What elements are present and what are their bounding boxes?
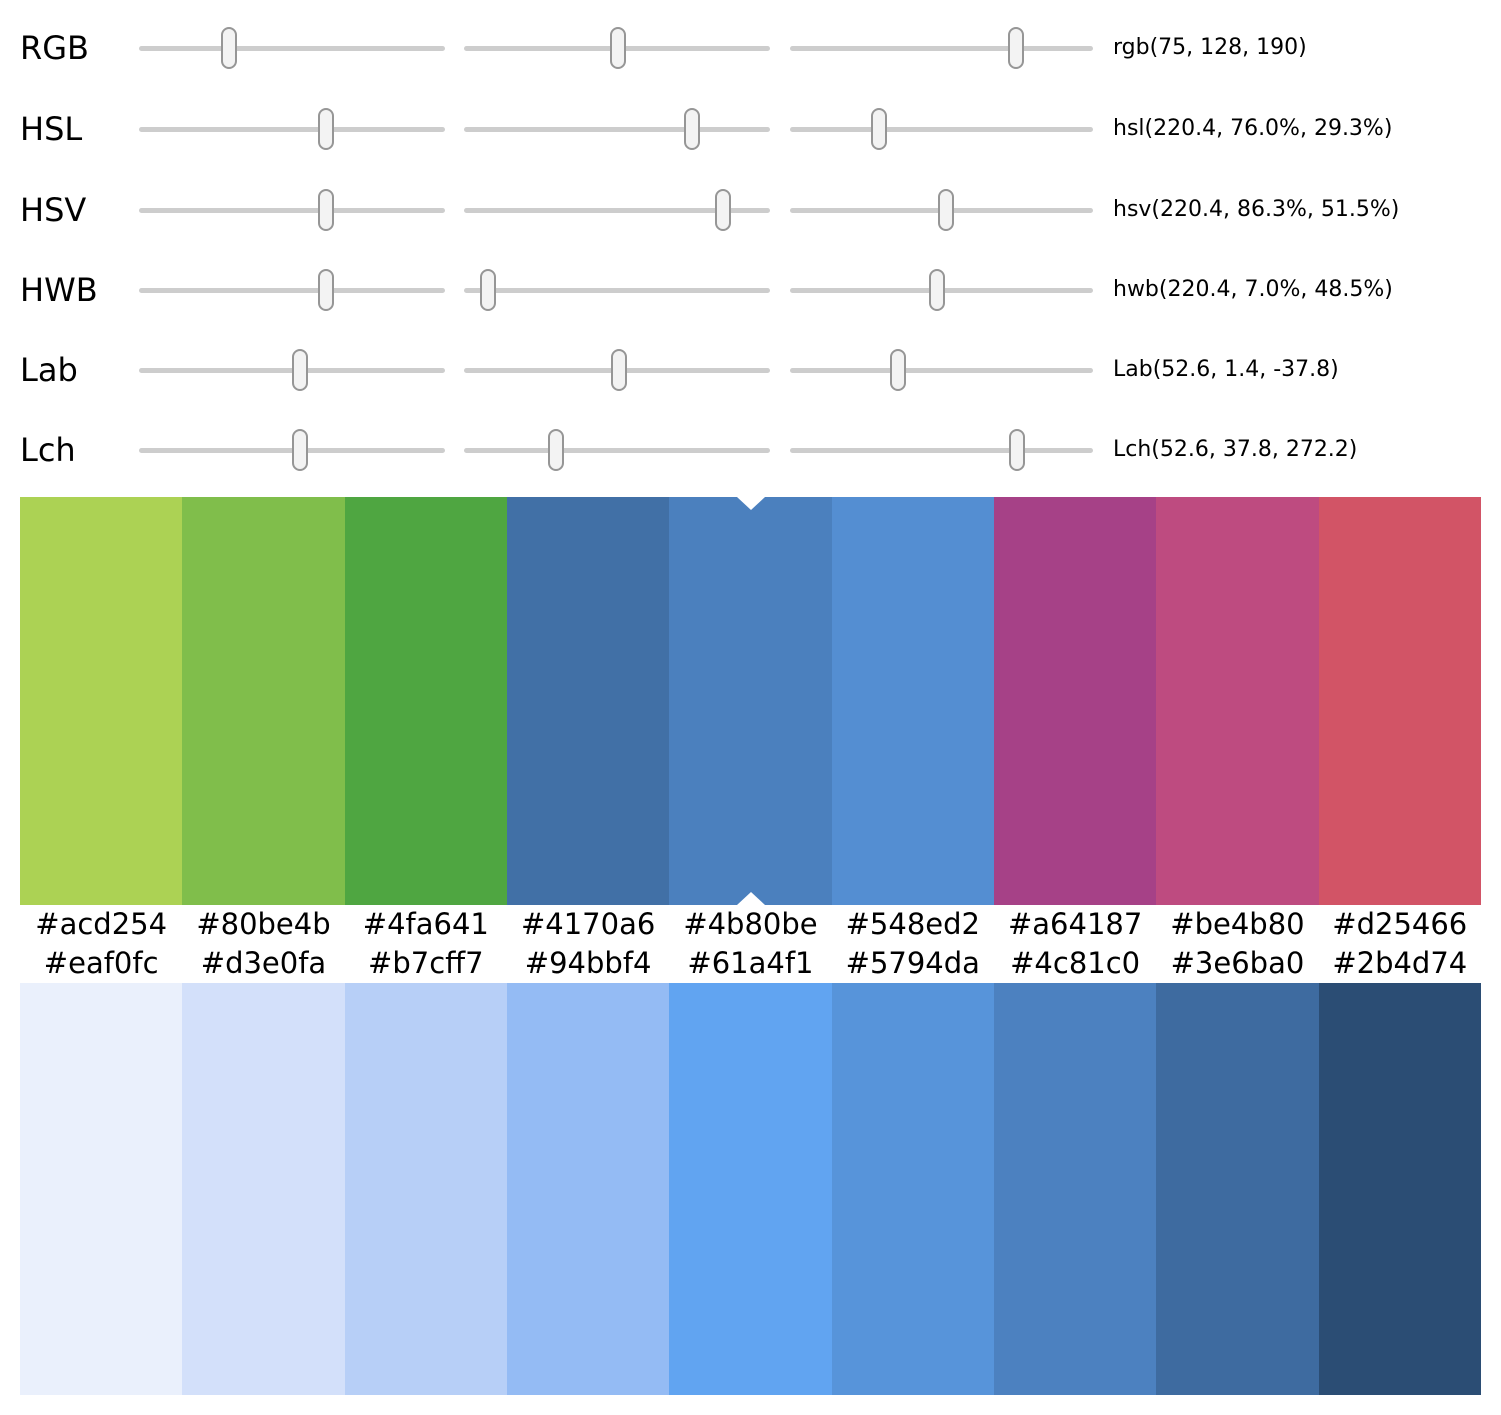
hex-label: #4b80be [683,907,818,941]
hsv-row-label: HSV [20,191,87,229]
palette-swatch[interactable] [1318,983,1481,1395]
hex-label: #3e6ba0 [1170,946,1305,980]
hex-label: #acd254 [35,907,168,941]
hue-palette [20,497,1481,905]
hex-label: #94bbf4 [524,946,652,980]
lch-h-slider-thumb[interactable] [1008,429,1025,471]
lab-l-slider-track[interactable] [139,349,445,391]
hex-label: #be4b80 [1170,907,1305,941]
lch-l-slider-track[interactable] [139,429,445,471]
palette-swatch[interactable] [831,983,994,1395]
hsl-h-slider-track[interactable] [139,108,445,150]
hsl-l-slider-thumb[interactable] [870,108,887,150]
rgb-value-readout: rgb(75, 128, 190) [1113,34,1307,60]
palette-swatch[interactable] [20,497,183,905]
hwb-h-slider-track[interactable] [139,269,445,311]
hex-label: #4fa641 [362,907,489,941]
hsv-s-slider-thumb[interactable] [714,189,731,231]
slider-row-lab: Lab Lab(52.6, 1.4, -37.8) [0,330,1501,410]
palette-swatch[interactable] [1318,497,1481,905]
palette-swatch[interactable] [506,983,670,1395]
palette-swatch[interactable] [1156,497,1319,905]
hwb-b-slider-track[interactable] [790,269,1093,311]
lch-h-slider-track[interactable] [790,429,1093,471]
hsl-value-readout: hsl(220.4, 76.0%, 29.3%) [1113,115,1393,141]
hex-label: #b7cff7 [368,946,484,980]
palette-swatch[interactable] [182,497,345,905]
hex-label: #a64187 [1007,907,1143,941]
hex-label: #61a4f1 [687,946,814,980]
palette-swatch[interactable] [993,983,1157,1395]
rgb-row-label: RGB [20,29,89,67]
palette-swatch[interactable] [669,983,832,1395]
hsv-value-readout: hsv(220.4, 86.3%, 51.5%) [1113,196,1400,222]
rgb-r-slider-track[interactable] [139,27,445,69]
palette-swatch[interactable] [344,983,507,1395]
palette-swatch[interactable] [1156,983,1319,1395]
hsl-s-slider-thumb[interactable] [683,108,700,150]
palette-swatch[interactable] [344,497,507,905]
rgb-r-slider-thumb[interactable] [220,27,237,69]
rgb-b-slider-thumb[interactable] [1007,27,1024,69]
bottom-margin [0,1395,1501,1415]
hwb-value-readout: hwb(220.4, 7.0%, 48.5%) [1113,276,1393,302]
lab-b-slider-thumb[interactable] [890,349,907,391]
selected-swatch-notch-top [736,497,765,510]
selected-swatch-notch-bottom [736,892,765,905]
lab-b-slider-track[interactable] [790,349,1093,391]
tint-shade-palette [20,983,1481,1395]
hsv-h-slider-thumb[interactable] [318,189,335,231]
lch-value-readout: Lch(52.6, 37.8, 272.2) [1113,436,1358,462]
hwb-w-slider-thumb[interactable] [480,269,497,311]
lab-a-slider-track[interactable] [464,349,770,391]
hex-label: #4170a6 [520,907,656,941]
palette-swatch[interactable] [20,983,183,1395]
lab-a-slider-thumb[interactable] [610,349,627,391]
hsv-v-slider-thumb[interactable] [938,189,955,231]
slider-row-hwb: HWB hwb(220.4, 7.0%, 48.5%) [0,250,1501,330]
slider-panel: RGB rgb(75, 128, 190) HSL hsl(220 [0,0,1501,497]
hwb-h-slider-thumb[interactable] [318,269,335,311]
hwb-b-slider-thumb[interactable] [928,269,945,311]
hsl-h-slider-thumb[interactable] [318,108,335,150]
slider-row-lch: Lch Lch(52.6, 37.8, 272.2) [0,410,1501,490]
hsl-row-label: HSL [20,110,83,148]
hsl-s-slider-track[interactable] [464,108,770,150]
lch-l-slider-thumb[interactable] [291,429,308,471]
lab-value-readout: Lab(52.6, 1.4, -37.8) [1113,356,1339,382]
hex-label: #5794da [845,946,980,980]
hsv-v-slider-track[interactable] [790,189,1093,231]
slider-row-hsv: HSV hsv(220.4, 86.3%, 51.5%) [0,170,1501,250]
hsv-s-slider-track[interactable] [464,189,770,231]
rgb-g-slider-track[interactable] [464,27,770,69]
palette-swatch-selected[interactable] [669,497,832,905]
hwb-row-label: HWB [20,271,98,309]
hex-label: #d25466 [1332,907,1468,941]
lch-row-label: Lch [20,431,76,469]
lch-c-slider-track[interactable] [464,429,770,471]
hex-label: #548ed2 [845,907,980,941]
hex-label: #2b4d74 [1332,946,1468,980]
rgb-g-slider-thumb[interactable] [609,27,626,69]
hex-label: #eaf0fc [43,946,159,980]
slider-row-hsl: HSL hsl(220.4, 76.0%, 29.3%) [0,89,1501,169]
palette-swatch[interactable] [506,497,670,905]
lab-l-slider-thumb[interactable] [291,349,308,391]
hue-hex-label-row: #acd254 #80be4b #4fa641 #4170a6 #4b80be … [20,905,1481,944]
lab-row-label: Lab [20,351,78,389]
hwb-w-slider-track[interactable] [464,269,770,311]
tint-shade-hex-label-row: #eaf0fc #d3e0fa #b7cff7 #94bbf4 #61a4f1 … [20,944,1481,983]
palette-swatch[interactable] [182,983,345,1395]
lch-c-slider-thumb[interactable] [548,429,565,471]
slider-row-rgb: RGB rgb(75, 128, 190) [0,8,1501,88]
hex-label: #80be4b [196,907,331,941]
palette-swatch[interactable] [993,497,1157,905]
hex-label: #d3e0fa [200,946,327,980]
hex-label: #4c81c0 [1010,946,1141,980]
rgb-b-slider-track[interactable] [790,27,1093,69]
hsl-l-slider-track[interactable] [790,108,1093,150]
palette-swatch[interactable] [831,497,994,905]
hsv-h-slider-track[interactable] [139,189,445,231]
